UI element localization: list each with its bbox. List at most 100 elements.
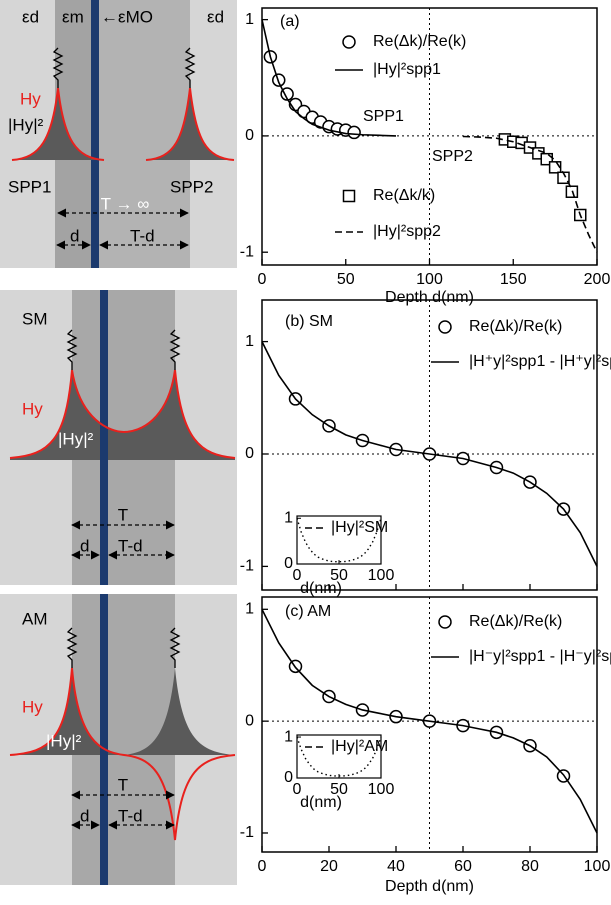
label: Hy (22, 399, 43, 418)
x-tick-label: 20 (320, 858, 338, 875)
label: T (118, 775, 128, 794)
y-tick-label: 0 (245, 127, 254, 144)
x-tick-label: 150 (500, 271, 527, 288)
label: SM (22, 309, 48, 328)
x-tick-label: 0 (258, 858, 267, 875)
field-fill (146, 88, 234, 160)
panel-label: (c) AM (285, 603, 331, 620)
label: d (80, 806, 89, 825)
x-tick-label: 100 (584, 858, 611, 875)
inset-legend-label: |Hy|²AM (331, 738, 388, 755)
line (261, 19, 397, 137)
legend-marker (342, 35, 356, 49)
legend-marker (342, 189, 356, 203)
schematic-a: εd εm ←εMO εd Hy |Hy|² SPP1 SPP2 T → ∞ d… (0, 0, 237, 268)
label: Hy (22, 697, 43, 716)
label: T-d (130, 226, 155, 245)
legend-label: |H⁺y|²spp1 - |H⁺y|²spp2 (469, 353, 611, 370)
spring (184, 47, 196, 88)
field-fill (124, 668, 235, 755)
schematic-b: SM Hy |Hy|² T d T-d (0, 290, 237, 585)
label: d (80, 536, 89, 555)
y-tick-label: -1 (240, 824, 254, 841)
label: εd (22, 7, 39, 26)
y-tick-label: 0 (245, 712, 254, 729)
label: T (118, 505, 128, 524)
inset-x-tick-label: 0 (293, 781, 302, 798)
label: Hy (20, 89, 41, 108)
interface-bar (91, 0, 99, 268)
annotation: SPP2 (432, 148, 473, 165)
line (261, 341, 598, 567)
label: ←εMO (101, 7, 153, 26)
inset-x-tick-label: 50 (330, 781, 348, 798)
x-tick-label: 100 (416, 271, 443, 288)
legend-marker (438, 320, 452, 334)
legend-label: |H⁻y|²spp1 - |H⁻y|²spp2 (469, 648, 611, 665)
label: SPP1 (8, 177, 51, 196)
label: T-d (118, 536, 143, 555)
x-axis-label: Depth d(nm) (385, 289, 474, 306)
legend-label: Re(Δk)/Re(k) (469, 613, 562, 630)
inset-y-tick-label: 0 (284, 769, 293, 786)
legend-label: Re(Δk)/Re(k) (373, 33, 466, 50)
field-fill (10, 370, 235, 460)
x-tick-label: 60 (454, 858, 472, 875)
inset-y-tick-label: 1 (284, 728, 293, 745)
legend-label: |Hy|²spp1 (373, 61, 441, 78)
schematic-c: AM Hy |Hy|² T d T-d (0, 594, 237, 885)
label: εm (62, 7, 84, 26)
x-axis-label: Depth d(nm) (385, 878, 474, 895)
label: SPP2 (170, 177, 213, 196)
legend-label: Re(Δk/k) (373, 187, 435, 204)
y-tick-label: 0 (245, 445, 254, 462)
spring (66, 329, 78, 370)
inset-x-label: d(nm) (300, 794, 342, 811)
label: |Hy|² (46, 731, 82, 750)
spring (66, 627, 78, 668)
mo-layer (99, 0, 190, 268)
label: T-d (118, 806, 143, 825)
panel-label: (a) (280, 13, 300, 30)
field-curve (9, 667, 236, 841)
label: |Hy|² (58, 429, 94, 448)
marker (540, 152, 553, 166)
inset-legend-label: |Hy|²SM (331, 519, 388, 536)
inset-y-tick-label: 1 (284, 510, 293, 527)
field-fill (10, 668, 124, 755)
spring (52, 47, 64, 88)
y-tick-label: -1 (240, 558, 254, 575)
line (261, 608, 598, 834)
x-tick-label: 50 (337, 271, 355, 288)
marker (347, 125, 361, 140)
label: AM (22, 609, 48, 628)
label: T → ∞ (101, 194, 150, 213)
x-tick-label: 200 (584, 271, 611, 288)
legend-label: |Hy|²spp2 (373, 223, 441, 240)
inset-x-tick-label: 0 (293, 567, 302, 584)
label: |Hy|² (8, 115, 44, 134)
field-curve (9, 369, 236, 459)
inset-x-tick-label: 50 (330, 567, 348, 584)
x-tick-label: 40 (387, 858, 405, 875)
inset-x-label: d(nm) (300, 580, 342, 597)
annotation: SPP1 (363, 108, 404, 125)
legend-marker (438, 615, 452, 629)
legend-label: Re(Δk)/Re(k) (469, 318, 562, 335)
interface-bar (100, 594, 108, 885)
inset-line (296, 736, 382, 777)
spring (169, 329, 181, 370)
inset-y-tick-label: 0 (284, 555, 293, 572)
y-tick-label: 1 (245, 601, 254, 618)
y-tick-label: -1 (240, 243, 254, 260)
label: εd (207, 7, 224, 26)
spring (169, 627, 181, 668)
inset-x-tick-label: 100 (368, 781, 395, 798)
x-tick-label: 0 (258, 271, 267, 288)
panel-label: (b) SM (285, 313, 333, 330)
x-tick-label: 80 (521, 858, 539, 875)
label: d (70, 226, 79, 245)
inset-frame (296, 734, 382, 779)
field-fill (12, 88, 104, 160)
